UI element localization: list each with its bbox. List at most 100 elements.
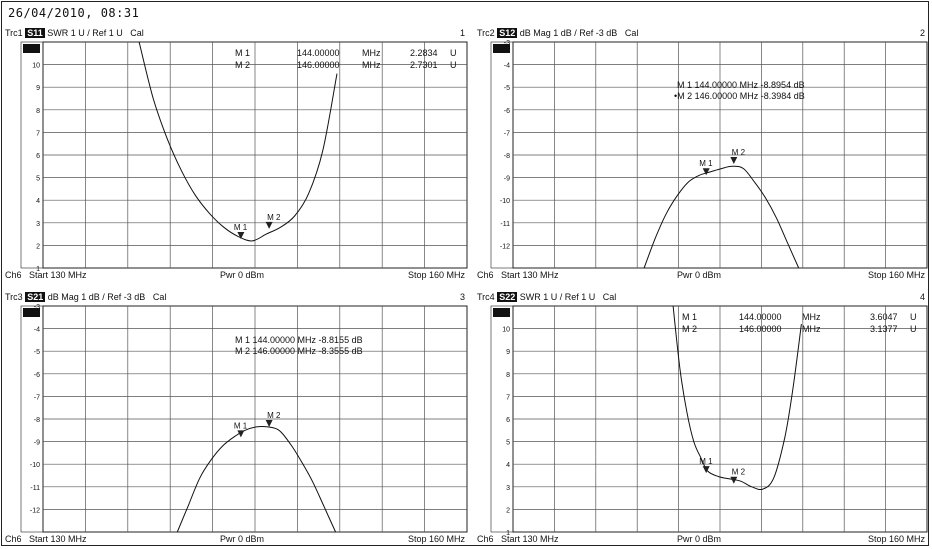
y-tick-label: -8 [34, 417, 40, 424]
s-param-badge[interactable]: S12 [497, 28, 518, 38]
scale-label: 1 U / Ref 1 U [543, 292, 596, 302]
marker-1-readout: M 1 144.00000 MHz -8.8954 dB [677, 80, 805, 90]
marker-2-readout: M 2 146.00000 MHz -8.3555 dB [235, 346, 363, 356]
footer-left: Ch6 Start 130 MHz [477, 534, 559, 544]
y-tick-label: 4 [36, 198, 40, 205]
marker-1-label: M 1 [682, 312, 698, 322]
channel-label: Ch6 [5, 534, 22, 544]
plot-svg: -3 -4 -5 -6 -7 -8 -9 -10 -11 -12 M 1 M 2 [490, 40, 928, 269]
y-tick-label: -3 [504, 40, 510, 47]
trace-line [672, 305, 802, 491]
trace-header: Trc3 S21 dB Mag 1 dB / Ref -3 dB Cal [5, 292, 166, 302]
y-tick-label: 8 [36, 108, 40, 115]
panel-number: 1 [459, 28, 465, 38]
y-tick-label: -7 [34, 394, 40, 401]
y-tick-label: 2 [506, 507, 510, 514]
trace-name: Trc1 [5, 28, 23, 38]
marker-1-unit: MHz [362, 48, 381, 58]
power-label: Pwr 0 dBm [220, 270, 265, 280]
y-tick-label: 7 [506, 394, 510, 401]
chart-panel-1[interactable]: Trc1 S11 SWR 1 U / Ref 1 U Cal 1 1 2 3 4 5 6 7… [5, 28, 468, 282]
trace-name: Trc2 [477, 28, 495, 38]
footer-left: Ch6 Start 130 MHz [5, 534, 87, 544]
footer-left: Ch6 Start 130 MHz [477, 270, 559, 280]
marker-2-triangle [730, 476, 738, 484]
chart-panel-4[interactable]: Trc4 S22 SWR 1 U / Ref 1 U Cal 4 1 2 3 4 5 6 7… [477, 292, 928, 546]
marker-2-label: M 2 [235, 60, 251, 70]
marker-1-vunit: U [910, 312, 917, 322]
timestamp: 26/04/2010, 08:31 [8, 6, 140, 20]
y-tick-label: -5 [504, 85, 510, 92]
marker-1-tag: M 1 [699, 457, 713, 466]
y-tick-label: 2 [36, 243, 40, 250]
stop-freq: Stop 160 MHz [867, 534, 925, 544]
channel-label: Ch6 [477, 534, 494, 544]
y-tick-label: -3 [34, 304, 40, 311]
trace-line [176, 425, 337, 533]
footer-left: Ch6 Start 130 MHz [5, 270, 87, 280]
marker-2-value: 3.1377 [870, 324, 898, 334]
power-label: Pwr 0 dBm [220, 534, 265, 544]
marker-1-vunit: U [450, 48, 457, 58]
stop-freq: Stop 160 MHz [407, 270, 465, 280]
y-tick-label: 3 [506, 485, 510, 492]
marker-2-triangle [265, 420, 273, 428]
y-tick-label: -11 [30, 485, 40, 492]
channel-label: Ch6 [5, 270, 22, 280]
y-tick-label: 3 [36, 221, 40, 228]
scale-label: 1 dB / Ref -3 dB [81, 292, 146, 302]
y-tick-label: 10 [502, 327, 510, 334]
marker-2-tag: M 2 [732, 468, 746, 477]
stop-freq: Stop 160 MHz [407, 534, 465, 544]
y-tick-label: 6 [36, 153, 40, 160]
y-tick-label: -9 [504, 176, 510, 183]
trace-line [138, 41, 338, 242]
cal-label: Cal [624, 28, 639, 38]
stop-freq: Stop 160 MHz [867, 270, 925, 280]
format-label: dB Mag [47, 292, 79, 302]
marker-1-triangle [702, 168, 710, 176]
y-tick-label: -4 [34, 327, 40, 334]
format-label: SWR [47, 28, 69, 38]
y-tick-label: -10 [500, 198, 510, 205]
y-tick-label: 1 [36, 266, 40, 273]
marker-1-tag: M 1 [234, 421, 248, 430]
scale-label: 1 U / Ref 1 U [70, 28, 123, 38]
s-param-badge[interactable]: S11 [25, 28, 45, 38]
s-param-badge[interactable]: S21 [25, 292, 46, 302]
start-freq: Start 130 MHz [29, 534, 87, 544]
power-label: Pwr 0 dBm [677, 534, 722, 544]
trace-badge [23, 44, 40, 53]
trace-header: Trc1 S11 SWR 1 U / Ref 1 U Cal [5, 28, 144, 38]
chart-panel-3[interactable]: Trc3 S21 dB Mag 1 dB / Ref -3 dB Cal 3 -… [5, 292, 468, 546]
marker-2-tag: M 2 [732, 148, 746, 157]
scale-label: 1 dB / Ref -3 dB [553, 28, 618, 38]
chart-panel-2[interactable]: Trc2 S12 dB Mag 1 dB / Ref -3 dB Cal 2 -… [477, 28, 928, 282]
s-param-badge[interactable]: S22 [497, 292, 518, 302]
y-tick-label: -5 [34, 349, 40, 356]
y-tick-label: -8 [504, 153, 510, 160]
start-freq: Start 130 MHz [29, 270, 87, 280]
marker-2-label: M 2 [682, 324, 698, 334]
marker-1-value: 3.6047 [870, 312, 898, 322]
marker-2-tag: M 2 [267, 213, 281, 222]
y-tick-label: -12 [500, 243, 510, 250]
y-tick-label: -10 [30, 462, 40, 469]
marker-2-tag: M 2 [267, 411, 281, 420]
marker-2-unit: MHz [802, 324, 821, 334]
y-tick-label: -7 [504, 130, 510, 137]
panel-number: 2 [919, 28, 925, 38]
y-tick-label: -6 [34, 372, 40, 379]
marker-2-readout: •M 2 146.00000 MHz -8.3984 dB [674, 91, 805, 101]
start-freq: Start 130 MHz [501, 270, 559, 280]
start-freq: Start 130 MHz [501, 534, 559, 544]
y-tick-label: 5 [506, 440, 510, 447]
y-tick-label: 6 [506, 417, 510, 424]
trace-line [643, 165, 800, 269]
trace-name: Trc4 [477, 292, 495, 302]
format-label: dB Mag [519, 28, 551, 38]
y-tick-label: 9 [36, 85, 40, 92]
panel-number: 3 [459, 292, 465, 302]
plot-svg: 1 2 3 4 5 6 7 8 9 10 M 1 M 2 [20, 41, 468, 273]
y-tick-label: 7 [36, 130, 40, 137]
